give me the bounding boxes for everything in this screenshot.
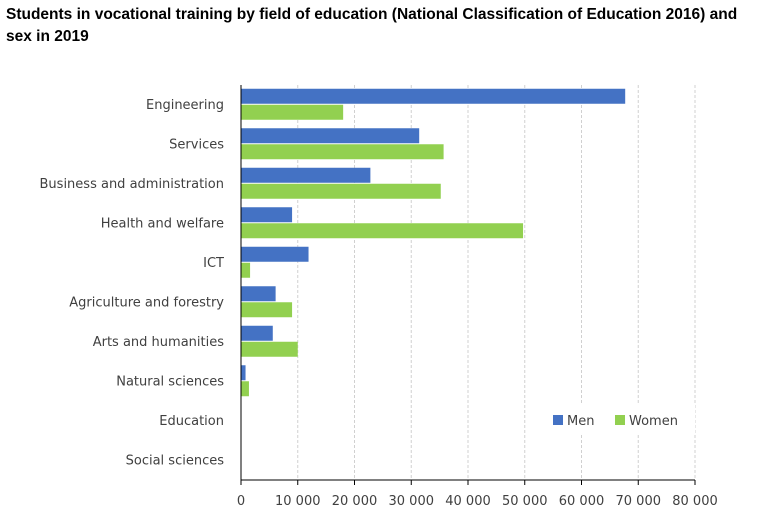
bar-women <box>241 262 251 278</box>
x-tick-label: 60 000 <box>559 494 605 509</box>
x-tick-label: 70 000 <box>616 494 662 509</box>
bar-women <box>241 381 249 397</box>
category-label: Engineering <box>146 98 224 113</box>
x-tick-label: 50 000 <box>502 494 548 509</box>
x-tick-label: 40 000 <box>445 494 491 509</box>
x-tick-label: 0 <box>237 494 245 509</box>
category-label: Education <box>159 414 224 429</box>
category-label: Business and administration <box>40 177 224 192</box>
bar-men <box>241 286 276 302</box>
category-label: ICT <box>203 256 224 271</box>
bar-men <box>241 128 420 144</box>
bar-men <box>241 246 309 262</box>
bar-men <box>241 365 246 381</box>
legend-swatch-women <box>615 415 625 425</box>
bar-women <box>241 302 293 318</box>
x-tick-label: 10 000 <box>275 494 321 509</box>
bar-women <box>241 341 298 357</box>
bar-men <box>241 325 273 341</box>
category-label: Natural sciences <box>116 374 224 389</box>
legend-label-men: Men <box>567 414 594 429</box>
legend-swatch-men <box>553 415 563 425</box>
x-tick-label: 20 000 <box>332 494 378 509</box>
legend-label-women: Women <box>629 414 678 429</box>
x-tick-label: 80 000 <box>672 494 718 509</box>
category-label: Agriculture and forestry <box>69 295 224 310</box>
bar-women <box>241 183 441 199</box>
category-label: Arts and humanities <box>93 335 224 350</box>
chart-title: Students in vocational training by field… <box>6 6 738 45</box>
category-label: Health and welfare <box>101 216 224 231</box>
category-label: Social sciences <box>126 453 225 468</box>
bar-men <box>241 88 626 104</box>
bar-women <box>241 144 444 160</box>
x-tick-label: 30 000 <box>389 494 435 509</box>
category-label: Services <box>169 137 224 152</box>
bar-men <box>241 167 371 183</box>
bar-women <box>241 104 344 120</box>
bar-men <box>241 207 293 223</box>
bar-women <box>241 223 524 239</box>
